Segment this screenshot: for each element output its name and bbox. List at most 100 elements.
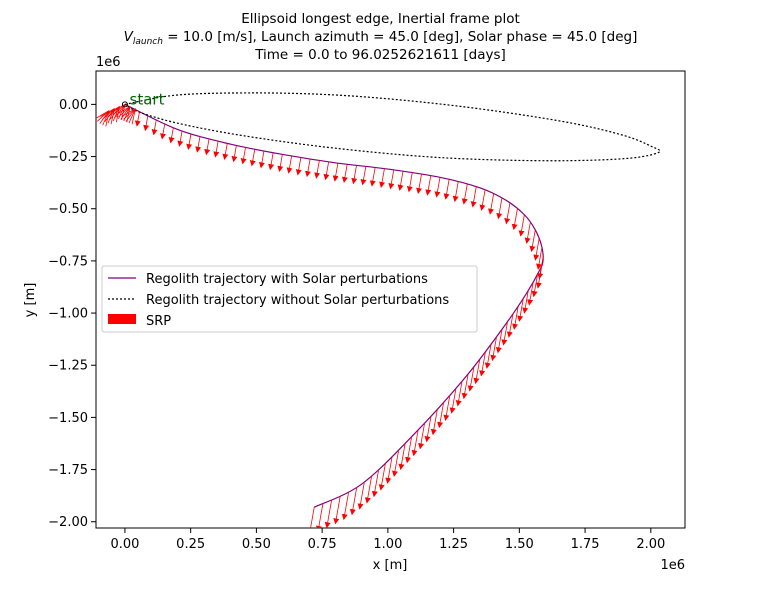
x-tick-label: 0.00 [110,537,139,552]
srp-arrow [470,186,477,208]
srp-arrow [349,487,358,516]
srp-arrow [120,106,131,120]
srp-arrow [195,136,202,153]
srp-arrow [517,298,524,322]
srp-arrow [398,443,406,471]
srp-arrow [134,111,141,127]
srp-arrow [131,108,136,125]
x-offset-text: 1e6 [660,558,685,573]
chart-title-line-3: Time = 0.0 to 96.0252621611 [days] [254,47,506,63]
srp-arrow [369,167,376,187]
srp-arrow [378,463,386,491]
srp-arrow [405,436,413,464]
srp-arrow [186,133,193,151]
y-tick-label: −0.75 [48,254,88,269]
srp-arrow [123,108,136,120]
srp-arrow [388,169,395,190]
srp-arrow [397,171,404,191]
srp-arrow [304,159,311,178]
srp-arrow [504,202,511,225]
srp-arrow [332,163,339,182]
srp-arrow [240,147,247,165]
srp-arrow [249,149,256,167]
srp-arrow [105,106,120,115]
srp-arrow [379,168,386,188]
unperturbed-trajectory-line [124,92,661,162]
srp-arrow [333,496,341,525]
srp-arrow [314,160,321,179]
srp-arrow [360,166,367,186]
srp-arrow [112,106,121,122]
legend-box [101,265,478,333]
srp-arrow [310,507,315,528]
srp-arrow [143,115,150,132]
srp-arrow [434,177,441,198]
title-line-2-rest: Launch azimuth = 45.0 [deg], Solar phase… [261,29,637,45]
srp-arrow [364,476,373,504]
srp-arrow [416,173,423,194]
srp-arrow [295,157,302,176]
srp-arrow [484,344,492,369]
y-axis-label: y [m] [23,283,38,318]
srp-arrow [286,155,293,174]
y-tick-label: −1.75 [48,463,88,478]
legend-label-srp: SRP [146,314,171,329]
x-tick-label: 1.50 [505,537,534,552]
srp-arrow [524,221,531,244]
srp-arrow [222,143,229,161]
srp-arrow [501,321,508,346]
srp-arrow [177,131,184,147]
srp-arrow [461,373,469,400]
chart-title-line-1: Ellipsoid longest edge, Inertial frame p… [241,11,520,27]
srp-arrow [425,175,432,196]
srp-arrow [323,161,330,181]
srp-arrow [536,247,543,270]
plot-content [96,92,661,528]
legend: Regolith trajectory with Solar perturbat… [101,265,478,333]
srp-arrow [100,108,115,117]
srp-arrow [168,127,175,144]
title-vlaunch-subscript: launch [133,37,163,47]
srp-arrow [424,416,432,443]
srp-arrow [512,306,519,330]
y-tick-label: −1.50 [48,411,88,426]
srp-arrow [490,336,497,362]
y-tick-label: −0.25 [48,150,88,165]
srp-arrow [341,164,348,184]
srp-arrow [418,423,425,450]
srp-arrow [473,359,481,385]
srp-arrow [461,183,468,205]
srp-arrow [277,154,284,173]
srp-arrow [385,456,393,484]
srp-arrow [533,238,540,261]
srp-arrow [213,141,220,158]
start-annotation: start [130,90,165,108]
y-tick-label: −2.00 [48,515,88,530]
srp-arrow [204,138,211,156]
x-axis-label: x [m] [373,558,408,573]
srp-arrow [430,409,438,436]
srp-arrow [411,429,419,457]
x-tick-label: 0.75 [308,537,337,552]
legend-swatch-srp [108,314,136,324]
srp-arrow [496,197,503,220]
y-offset-text: 1e6 [96,55,121,70]
y-tick-label: −1.25 [48,359,88,374]
srp-arrow [437,402,444,429]
srp-arrow [121,108,136,117]
start-marker [121,101,128,108]
x-tick-label: 0.50 [242,537,271,552]
srp-arrow [151,119,158,136]
srp-arrow [357,482,365,510]
chart-title-line-2: Vlaunch = 10.0 [m/s], Launch azimuth = 4… [124,29,638,47]
perturbed-trajectory-line [124,103,544,508]
srp-arrow [128,108,136,124]
x-tick-label: 1.25 [439,537,468,552]
srp-arrow [479,189,486,211]
srp-arrow [258,151,265,169]
srp-arrow [511,208,518,231]
srp-arrow [341,492,349,521]
srp-arrow [452,181,459,203]
y-axis-ticks: 0.00 −0.25 −0.50 −0.75 −1.00 −1.25 −1.50 −1.75 −… [48,98,96,530]
srp-arrow [467,366,475,392]
